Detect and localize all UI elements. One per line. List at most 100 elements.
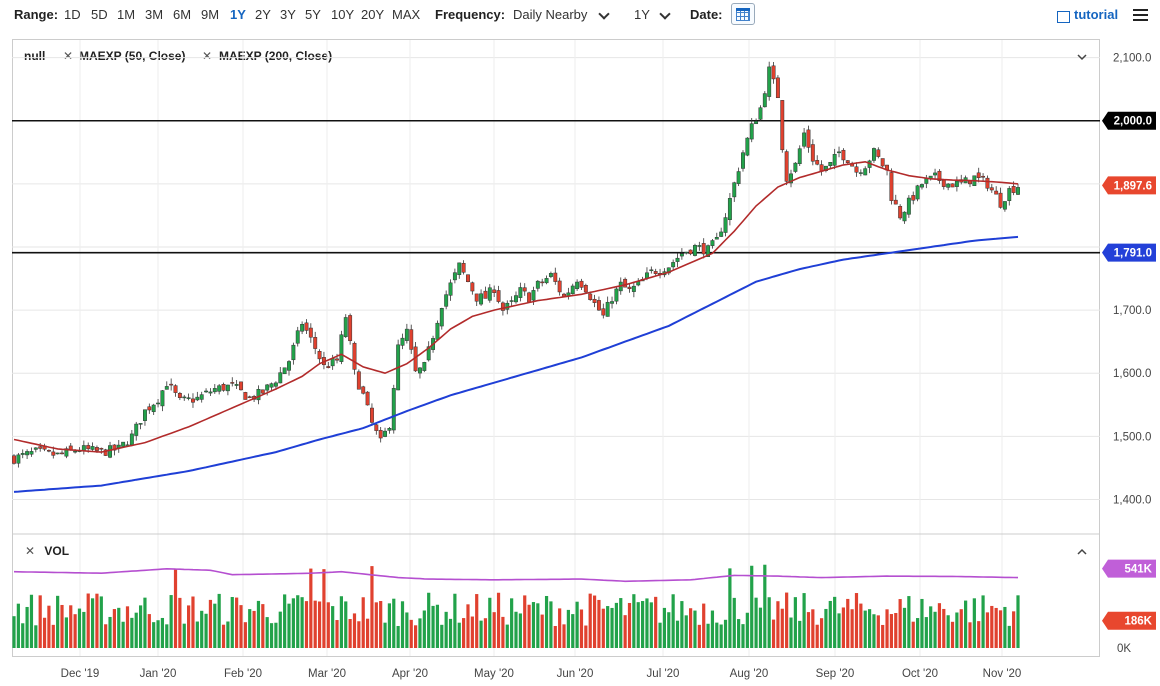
volume-bar [466,604,470,648]
volume-bar [527,604,531,648]
range-button-20y[interactable]: 20Y [361,7,385,22]
expand-chevron-up-icon[interactable] [1077,548,1087,555]
calendar-icon[interactable] [731,3,755,25]
candle [592,294,597,308]
candle [308,323,313,343]
candle [985,175,990,192]
volume-bar [579,609,584,648]
volume-bar [732,597,736,648]
volume-bar [793,597,797,648]
candle [452,268,457,284]
volume-bar [785,592,789,648]
range-button-9m[interactable]: 9M [201,7,220,22]
candle [911,191,916,205]
candle [566,287,571,300]
candle [579,278,584,290]
range-button-1m[interactable]: 1M [117,7,136,22]
svg-text:1,791.0: 1,791.0 [1114,248,1152,260]
x-tick-label: May '20 [474,668,514,680]
volume-bar [86,593,90,648]
volume-bar [309,568,313,648]
volume-bar [754,597,758,648]
volume-bar [400,601,405,648]
candle [313,331,318,355]
volume-bar [125,606,130,648]
candle [260,389,265,395]
candle [356,369,361,390]
price-tags: 2,000.0 1,897.6 1,791.0 541K 186K [1102,111,1156,630]
volume-bar [942,608,946,648]
tutorial-link[interactable]: tutorial [1074,7,1119,22]
volume-bar [173,568,178,648]
volume-bar [291,598,295,648]
candle [509,296,514,307]
volume-bar [959,609,963,648]
range-button-5y[interactable]: 5Y [305,7,321,22]
collapse-chevron-down-icon[interactable] [1077,54,1087,61]
candle [492,285,497,297]
range-button-2y[interactable]: 2Y [255,7,271,22]
frequency-select[interactable]: Daily Nearby [513,7,588,22]
remove-volume-close-icon[interactable]: ✕ [25,544,36,558]
volume-bar [584,625,588,648]
candle [679,248,684,260]
volume-bar [614,602,618,648]
volume-bar [448,618,453,648]
menu-icon[interactable] [1133,9,1148,21]
volume-bar [798,620,802,648]
range-button-3m[interactable]: 3M [145,7,164,22]
candle [557,277,562,296]
candle [898,204,903,220]
candle [103,448,108,457]
volume-bar [304,601,309,648]
candle [239,381,243,391]
candle [815,155,820,166]
volume-bar [833,596,837,648]
volume-bar [767,597,771,648]
candle [365,391,370,406]
volume-bar [29,594,34,648]
toolbar: Range: 1D 5D 1M 3M 6M 9M 1Y 2Y 3Y 5Y 10Y 20Y MAX Fre… [0,0,1160,30]
candle [880,158,885,168]
range-button-1y[interactable]: 1Y [230,7,246,22]
range-button-1d[interactable]: 1D [64,7,81,22]
svg-text:1,897.6: 1,897.6 [1114,180,1152,192]
volume-bar [322,569,326,648]
range-button-3y[interactable]: 3Y [280,7,296,22]
volume-bars [12,564,1020,648]
remove-series-close-icon[interactable]: ✕ [63,49,74,63]
tutorial-icon[interactable] [1057,11,1070,23]
volume-bar [990,605,994,648]
candle [810,139,815,166]
candle [693,243,697,257]
candle [527,291,532,303]
range-button-5d[interactable]: 5D [91,7,108,22]
range-button-6m[interactable]: 6M [173,7,192,22]
candle [614,287,619,305]
volume-bar [802,593,806,648]
candle [793,162,798,174]
candle [522,283,527,296]
volume-bar [317,601,322,648]
candle [474,293,479,306]
volume-bar [269,623,274,648]
range-button-max[interactable]: MAX [392,7,421,22]
candle [208,388,213,397]
grid [12,40,1100,656]
candle [396,339,401,391]
range-button-10y[interactable]: 10Y [331,7,355,22]
x-tick-label: Jan '20 [140,668,177,680]
volume-bar [510,598,514,648]
candle [291,342,296,365]
candle [893,194,898,205]
volume-bar [623,615,627,648]
volume-bar [955,612,959,648]
price-tag: 1,791.0 [1102,243,1156,262]
volume-bar [431,605,435,648]
period-select[interactable]: 1Y [634,7,650,22]
remove-ma50-close-icon[interactable]: ✕ [202,49,213,63]
candle [147,403,152,414]
volume-bar [889,614,894,648]
volume-bar [95,593,99,648]
